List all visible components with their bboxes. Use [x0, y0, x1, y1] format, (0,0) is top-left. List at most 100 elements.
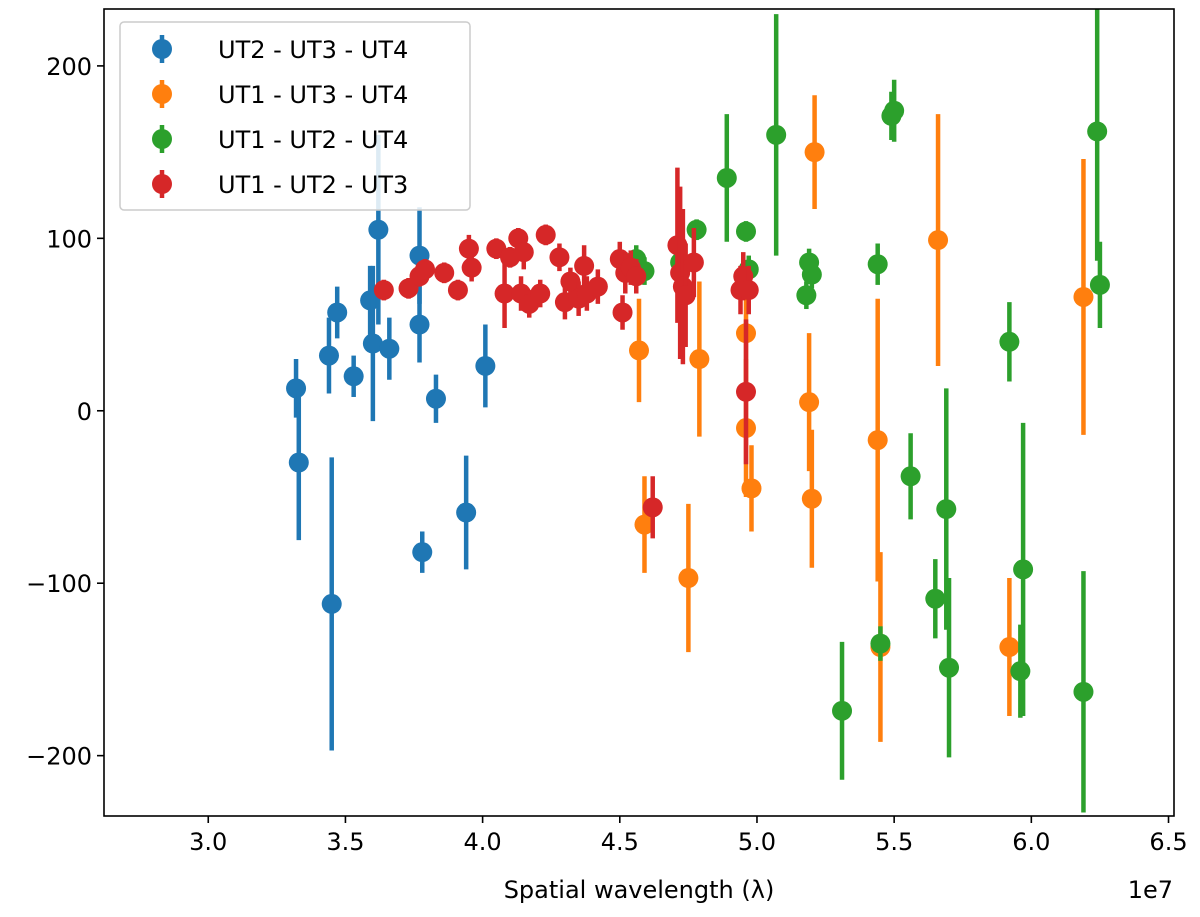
data-point: [456, 502, 477, 523]
x-tick-label: 4.0: [464, 828, 502, 856]
data-point: [415, 259, 435, 280]
data-point: [689, 349, 710, 370]
legend-label: UT1 - UT3 - UT4: [218, 81, 408, 109]
data-point: [327, 302, 348, 323]
data-point: [686, 219, 707, 240]
data-point: [1073, 286, 1094, 307]
data-point: [1089, 274, 1110, 295]
legend-label: UT1 - UT2 - UT3: [218, 171, 408, 199]
data-point: [832, 700, 853, 721]
legend: UT2 - UT3 - UT4 UT1 - UT3 - UT4 UT1 - UT2 …: [119, 21, 471, 211]
data-point: [799, 392, 820, 413]
data-point: [796, 285, 817, 306]
data-point: [447, 280, 468, 301]
data-point: [867, 430, 888, 451]
data-point: [766, 124, 787, 145]
data-point: [867, 254, 888, 275]
legend-marker: [152, 39, 172, 59]
legend-item: UT1 - UT2 - UT4: [152, 125, 408, 154]
data-point: [368, 219, 389, 240]
data-point: [286, 378, 307, 399]
data-point: [587, 276, 608, 297]
x-tick-label: 6.0: [1012, 828, 1050, 856]
plot-area: [286, 9, 1110, 813]
data-point: [801, 264, 822, 285]
legend-item: UT2 - UT3 - UT4: [152, 35, 408, 64]
x-tick-label: 3.0: [189, 828, 227, 856]
data-point: [626, 266, 647, 287]
data-point: [634, 514, 655, 535]
legend-label: UT1 - UT2 - UT4: [218, 126, 408, 154]
y-tick-label: 200: [46, 53, 92, 81]
data-point: [379, 338, 400, 359]
data-point: [434, 262, 455, 283]
series-3: [626, 9, 1110, 813]
data-point: [574, 255, 595, 276]
legend-label: UT2 - UT3 - UT4: [218, 36, 408, 64]
data-point: [461, 257, 482, 278]
data-point: [343, 366, 364, 387]
data-point: [513, 242, 534, 263]
data-point: [716, 167, 737, 188]
data-point: [425, 388, 446, 409]
data-point: [738, 280, 759, 301]
data-point: [288, 452, 309, 473]
data-point: [409, 314, 430, 335]
data-point: [612, 302, 633, 323]
data-point: [318, 345, 339, 366]
legend-marker: [152, 84, 172, 104]
y-tick-label: 100: [46, 225, 92, 253]
data-point: [1010, 661, 1031, 682]
y-tick-label: 0: [77, 398, 92, 426]
data-point: [900, 466, 921, 487]
x-tick-label: 6.5: [1149, 828, 1187, 856]
data-point: [642, 497, 663, 518]
data-point: [535, 224, 556, 245]
data-point: [804, 142, 825, 163]
x-axis-offset-label: 1e7: [1128, 876, 1173, 904]
data-point: [741, 478, 762, 499]
data-point: [675, 285, 696, 306]
data-point: [362, 333, 383, 354]
y-tick-label: −200: [26, 743, 92, 771]
data-point: [801, 488, 822, 509]
series-4: [373, 167, 759, 539]
data-point: [936, 499, 957, 520]
data-point: [736, 381, 756, 402]
legend-marker: [152, 174, 172, 194]
data-point: [549, 247, 570, 268]
x-tick-label: 3.5: [326, 828, 364, 856]
data-point: [629, 340, 649, 361]
data-point: [928, 230, 949, 251]
data-point: [530, 283, 551, 304]
x-tick-label: 5.0: [738, 828, 776, 856]
data-point: [870, 633, 891, 654]
data-point: [412, 542, 433, 563]
data-point: [1013, 559, 1034, 580]
legend-item: UT1 - UT2 - UT3: [152, 170, 408, 199]
data-point: [458, 238, 479, 259]
data-point: [925, 588, 946, 609]
data-point: [939, 657, 960, 678]
data-point: [560, 271, 581, 292]
legend-marker: [152, 129, 172, 149]
y-tick-label: −100: [26, 570, 92, 598]
legend-box: [119, 21, 471, 211]
data-point: [321, 593, 342, 614]
x-tick-label: 4.5: [601, 828, 639, 856]
data-point: [999, 331, 1020, 352]
data-point: [1073, 681, 1094, 702]
data-point: [494, 283, 515, 304]
axes: 3.0 3.5 4.0 4.5 5.0 5.5 6.0 6.5 −200 −100 0 100 200: [26, 8, 1188, 856]
plot-frame: [103, 8, 1175, 817]
data-point: [475, 355, 496, 376]
data-point: [373, 280, 394, 301]
data-point: [999, 637, 1020, 658]
data-point: [360, 290, 381, 311]
data-point: [884, 100, 905, 121]
data-point: [683, 252, 704, 273]
legend-item: UT1 - UT3 - UT4: [152, 80, 408, 109]
x-tick-label: 5.5: [875, 828, 913, 856]
data-point: [1087, 121, 1108, 142]
